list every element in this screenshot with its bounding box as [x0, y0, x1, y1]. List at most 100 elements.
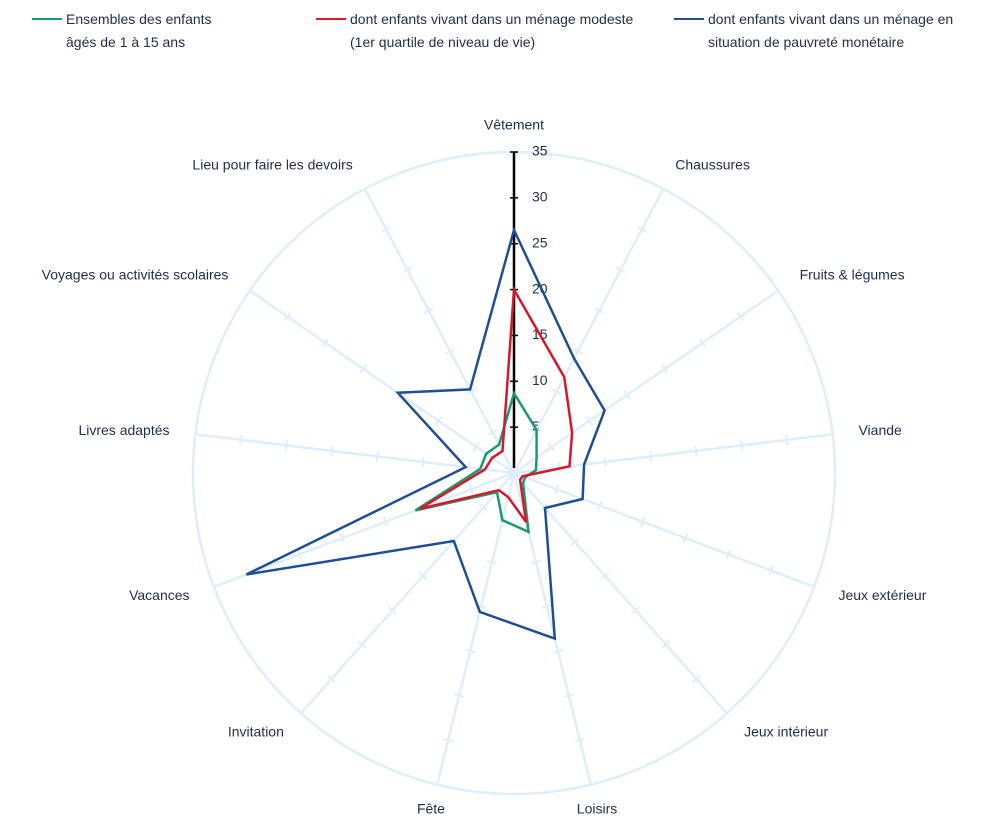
- tick-mark: [381, 226, 392, 233]
- tick-mark: [193, 429, 197, 440]
- r-tick-label: 5: [532, 418, 540, 434]
- category-label: Fruits & légumes: [800, 267, 905, 283]
- r-tick-label: 35: [532, 143, 548, 159]
- tick-mark: [648, 451, 653, 462]
- tick-mark: [466, 388, 477, 396]
- tick-mark: [421, 456, 425, 468]
- tick-mark: [740, 440, 744, 451]
- tick-mark: [283, 312, 292, 322]
- category-label: Vacances: [129, 587, 189, 603]
- r-tick-label: 25: [532, 234, 548, 250]
- tick-mark: [375, 451, 380, 462]
- tick-mark: [631, 606, 641, 615]
- tick-mark: [454, 693, 465, 698]
- category-label: Fête: [417, 801, 445, 817]
- tick-mark: [284, 440, 288, 451]
- category-label: Loisirs: [577, 801, 617, 817]
- legend-item: dont enfants vivant dans un ménage en si…: [674, 8, 974, 54]
- tick-mark: [239, 434, 243, 445]
- series-line: [414, 390, 538, 534]
- tick-mark: [530, 429, 541, 436]
- spoke: [249, 289, 515, 475]
- r-tick-label: 10: [532, 372, 548, 388]
- tick-mark: [330, 445, 334, 456]
- spoke: [513, 472, 728, 715]
- tick-mark: [357, 640, 367, 649]
- tick-mark: [661, 364, 669, 374]
- tick-mark: [509, 469, 519, 477]
- category-label: Livres adaptés: [78, 422, 169, 438]
- tick-mark: [445, 347, 455, 355]
- category-label: Voyages ou activités scolaires: [42, 267, 229, 283]
- spoke: [363, 188, 516, 474]
- legend-item: Ensembles des enfants âgés de 1 à 15 ans: [32, 8, 242, 54]
- tick-mark: [563, 693, 574, 698]
- tick-mark: [692, 674, 701, 684]
- category-label: Vêtement: [484, 117, 544, 133]
- spoke: [513, 471, 815, 588]
- tick-mark: [623, 390, 631, 400]
- tick-mark: [472, 442, 480, 452]
- tick-mark: [597, 500, 603, 511]
- tick-mark: [432, 782, 443, 787]
- category-label: Viande: [858, 422, 902, 438]
- spoke: [213, 471, 515, 588]
- tick-mark: [639, 516, 646, 527]
- tick-mark: [552, 648, 563, 654]
- tick-mark: [402, 266, 413, 274]
- spoke: [513, 289, 779, 475]
- tick-mark: [551, 388, 562, 396]
- tick-mark: [296, 709, 306, 718]
- tick-mark: [570, 537, 580, 546]
- tick-mark: [785, 434, 789, 445]
- tick-mark: [296, 549, 303, 560]
- category-label: Jeux intérieur: [744, 723, 828, 739]
- tick-mark: [636, 226, 647, 233]
- tick-mark: [722, 709, 732, 718]
- series-line: [419, 285, 574, 523]
- tick-mark: [246, 285, 254, 296]
- tick-mark: [768, 565, 774, 576]
- tick-mark: [541, 604, 553, 609]
- tick-mark: [382, 516, 389, 527]
- category-label: Chaussures: [675, 156, 750, 172]
- category-label: Jeux extérieur: [838, 587, 926, 603]
- tick-mark: [699, 338, 707, 348]
- tick-mark: [211, 581, 217, 592]
- tick-mark: [487, 429, 498, 436]
- legend-swatch: [674, 18, 704, 20]
- tick-mark: [585, 416, 594, 426]
- tick-mark: [359, 364, 367, 374]
- tick-mark: [831, 429, 835, 440]
- tick-mark: [774, 285, 782, 296]
- tick-mark: [387, 606, 397, 615]
- tick-mark: [661, 640, 671, 649]
- legend-swatch: [316, 18, 346, 20]
- tick-mark: [548, 442, 556, 452]
- tick-mark: [530, 559, 542, 565]
- tick-mark: [486, 559, 498, 565]
- tick-mark: [574, 737, 585, 743]
- tick-mark: [418, 571, 428, 581]
- tick-mark: [423, 307, 434, 314]
- tick-mark: [468, 484, 474, 495]
- tick-mark: [811, 581, 817, 592]
- tick-mark: [466, 462, 471, 473]
- tick-mark: [443, 737, 454, 743]
- tick-mark: [658, 185, 669, 192]
- spoke: [300, 472, 515, 715]
- tick-mark: [603, 456, 607, 468]
- legend-item: dont enfants vivant dans un ménage modes…: [316, 8, 646, 54]
- tick-mark: [694, 445, 698, 456]
- tick-mark: [554, 484, 560, 495]
- tick-mark: [465, 648, 476, 654]
- series-line: [245, 226, 606, 641]
- legend-swatch: [32, 18, 62, 20]
- tick-mark: [725, 549, 732, 560]
- spoke: [195, 433, 515, 475]
- tick-mark: [359, 185, 370, 192]
- tick-mark: [479, 503, 488, 512]
- tick-mark: [736, 312, 745, 322]
- tick-mark: [321, 338, 329, 348]
